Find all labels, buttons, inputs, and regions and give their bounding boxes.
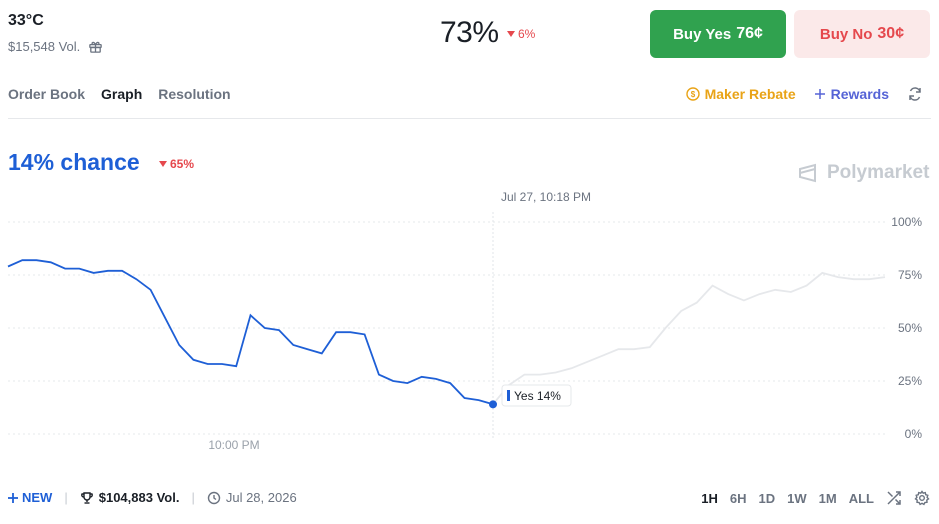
y-tick-label: 25% (898, 374, 922, 388)
range-1d[interactable]: 1D (758, 490, 776, 506)
series-line-yes (7, 259, 494, 406)
shuffle-icon[interactable] (886, 490, 902, 506)
clock-icon (207, 491, 221, 504)
new-label: NEW (22, 490, 53, 505)
refresh-icon[interactable] (907, 86, 923, 102)
market-title: 33°C (8, 12, 44, 29)
tab-resolution[interactable]: Resolution (158, 86, 231, 102)
header-change-value: 6% (518, 27, 536, 41)
range-1h[interactable]: 1H (701, 490, 718, 506)
hover-time-label: Jul 27, 10:18 PM (501, 190, 591, 204)
down-triangle-icon (159, 161, 167, 167)
header-change: 6% (507, 27, 535, 41)
range-all[interactable]: ALL (848, 490, 874, 506)
chance-change-value: 65% (170, 157, 195, 171)
coin-icon: $ (685, 87, 700, 101)
buy-yes-price: 76¢ (736, 25, 763, 42)
maker-rebate-label: Maker Rebate (704, 86, 796, 102)
maker-rebate-link[interactable]: $ Maker Rebate (685, 86, 796, 102)
tooltip-text: Yes 14% (514, 389, 561, 403)
down-triangle-icon (507, 31, 515, 37)
chance-change: 65% (159, 157, 194, 171)
tab-bar: Order Book Graph Resolution (8, 86, 231, 102)
y-tick-label: 100% (891, 215, 922, 229)
y-tick-label: 0% (905, 427, 923, 441)
market-volume-row: $15,548 Vol. (8, 39, 103, 54)
svg-text:$: $ (690, 90, 695, 99)
gear-icon[interactable] (914, 490, 930, 506)
buy-yes-button[interactable]: Buy Yes 76¢ (650, 10, 786, 58)
range-1w[interactable]: 1W (787, 490, 807, 506)
header-links: $ Maker Rebate Rewards (685, 86, 923, 102)
range-1m[interactable]: 1M (818, 490, 837, 506)
buy-no-price: 30¢ (877, 25, 905, 42)
tooltip: Yes 14% (501, 384, 572, 407)
chance-label: 14% chance (8, 149, 140, 175)
buy-no-label: Buy No (819, 25, 873, 43)
footer-bar: NEW | $104,883 Vol. | Jul 28, 2026 (8, 490, 297, 505)
footer-separator: | (64, 490, 68, 505)
market-volume: $15,548 Vol. (8, 39, 81, 54)
new-badge: NEW (8, 490, 52, 505)
current-point (489, 400, 497, 409)
footer-date: Jul 28, 2026 (225, 490, 297, 505)
time-range-selector: 1H 6H 1D 1W 1M ALL (701, 490, 930, 506)
tab-graph[interactable]: Graph (101, 86, 143, 102)
header-percent: 73% (440, 16, 499, 49)
price-chart[interactable]: 100% 75% 50% 25% 0% Jul 27, 10:18 PM Yes 14%… (0, 180, 939, 460)
brand-name: Polymarket (827, 162, 930, 183)
rewards-link[interactable]: Rewards (814, 86, 889, 102)
range-6h[interactable]: 6H (729, 490, 747, 506)
y-tick-label: 50% (898, 321, 922, 335)
tab-order-book[interactable]: Order Book (8, 86, 86, 102)
plus-icon (814, 89, 825, 99)
polymarket-logo-icon (799, 163, 816, 183)
footer-volume: $104,883 Vol. (98, 490, 180, 505)
rewards-label: Rewards (830, 86, 889, 102)
polymarket-brand: Polymarket (797, 162, 929, 184)
buy-yes-label: Buy Yes (673, 25, 732, 43)
y-tick-label: 75% (898, 268, 922, 282)
buy-no-button[interactable]: Buy No 30¢ (794, 10, 930, 58)
series-line-future (492, 271, 886, 405)
footer-volume-row: $104,883 Vol. (80, 490, 180, 505)
footer-separator: | (191, 490, 195, 505)
trophy-icon (80, 491, 93, 504)
x-tick-label: 10:00 PM (208, 438, 259, 452)
sparkle-icon (8, 492, 18, 503)
header-divider (8, 118, 931, 119)
gift-icon[interactable] (88, 39, 103, 54)
footer-date-row: Jul 28, 2026 (207, 490, 297, 505)
